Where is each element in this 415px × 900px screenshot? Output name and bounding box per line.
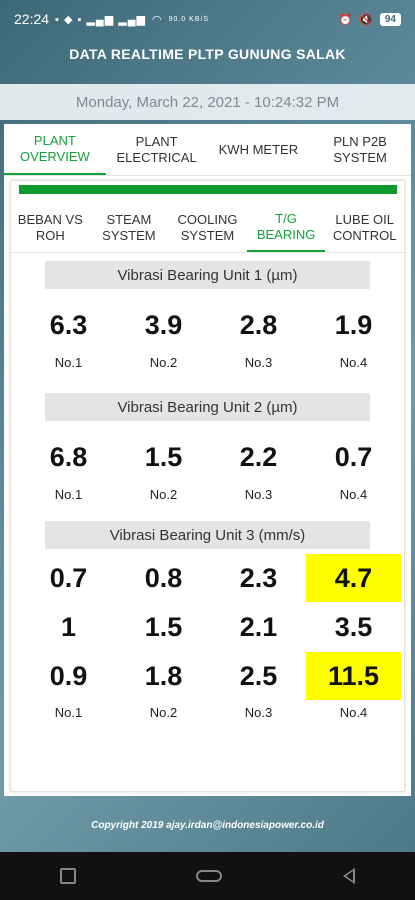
mute-icon: 🔇 — [359, 13, 374, 26]
datetime-text: Monday, March 22, 2021 - 10:24:32 PM — [75, 93, 340, 111]
section-header-unit1: Vibrasi Bearing Unit 1 (µm) — [45, 261, 370, 289]
recent-apps-icon[interactable] — [60, 868, 77, 884]
app-title: DATA REALTIME PLTP GUNUNG SALAK — [69, 46, 346, 62]
back-icon[interactable] — [342, 868, 355, 884]
bearing-label: No.4 — [339, 705, 368, 720]
section-title: Vibrasi Bearing Unit 2 (µm) — [117, 398, 298, 416]
value-cell: 0.8 — [144, 562, 183, 593]
section-header-unit3: Vibrasi Bearing Unit 3 (mm/s) — [45, 521, 370, 549]
bearing-label: No.1 — [54, 487, 83, 502]
main-tab-bar: PLANT OVERVIEW PLANT ELECTRICAL KWH METE… — [4, 124, 411, 176]
subtab-tg-bearing[interactable]: T/G BEARING — [246, 203, 326, 252]
value-cell: 2.3 — [239, 562, 278, 593]
tab-plant-electrical[interactable]: PLANT ELECTRICAL — [106, 124, 208, 175]
wifi-icon: ◠ — [151, 13, 163, 26]
subtab-steam-system[interactable]: STEAM SYSTEM — [90, 203, 169, 252]
label-row-unit3: No.1 No.2 No.3 No.4 — [21, 705, 401, 725]
tab-label: PLANT OVERVIEW — [19, 132, 90, 164]
bearing-label: No.2 — [149, 355, 178, 370]
notification-icons: ▪ ◆ ▪ ▂▄▆ ▂▄▆ — [55, 13, 146, 26]
value-cell: 6.3 — [49, 309, 88, 340]
main-card: PLANT OVERVIEW PLANT ELECTRICAL KWH METE… — [4, 124, 411, 796]
bearing-label: No.2 — [149, 487, 178, 502]
tab-kwh-meter[interactable]: KWH METER — [208, 124, 310, 175]
value-cell: 2.8 — [239, 309, 278, 340]
value-cell: 0.7 — [334, 441, 373, 472]
bearing-label: No.2 — [149, 705, 178, 720]
value-row-unit3-b: 1 1.5 2.1 3.5 — [21, 603, 401, 651]
tab-label: PLN P2B SYSTEM — [333, 133, 387, 165]
section-title: Vibrasi Bearing Unit 1 (µm) — [117, 266, 298, 284]
network-speed: 90.0 KB/S — [168, 15, 210, 23]
value-cell-highlighted: 11.5 — [306, 652, 401, 700]
status-time: 22:24 — [14, 11, 50, 27]
tab-label: KWH METER — [218, 141, 299, 157]
subtab-label: STEAM SYSTEM — [102, 211, 156, 243]
section-title: Vibrasi Bearing Unit 3 (mm/s) — [109, 526, 306, 544]
value-cell: 3.9 — [144, 309, 183, 340]
value-cell: 2.5 — [239, 660, 278, 691]
value-row-unit1: 6.3 3.9 2.8 1.9 — [21, 301, 401, 349]
bearing-label: No.3 — [244, 355, 273, 370]
value-cell: 1.5 — [144, 611, 183, 642]
status-indicator-bar — [19, 185, 397, 194]
system-nav-bar — [0, 852, 415, 900]
subtab-beban-vs-roh[interactable]: BEBAN VS ROH — [11, 203, 90, 252]
tab-pln-p2b-system[interactable]: PLN P2B SYSTEM — [309, 124, 411, 175]
value-cell: 2.1 — [239, 611, 278, 642]
subtab-label: BEBAN VS ROH — [17, 211, 83, 243]
tab-label: PLANT ELECTRICAL — [116, 133, 197, 165]
bearing-label: No.3 — [244, 705, 273, 720]
value-cell: 1.9 — [334, 309, 373, 340]
sub-tab-bar: BEBAN VS ROH STEAM SYSTEM COOLING SYSTEM… — [11, 203, 404, 253]
subtab-label: LUBE OIL CONTROL — [332, 211, 397, 243]
copyright-text: Copyright 2019 ajay.irdan@indonesiapower… — [91, 820, 324, 831]
alarm-icon: ⏰ — [338, 13, 354, 26]
subtab-lube-oil-control[interactable]: LUBE OIL CONTROL — [325, 203, 404, 252]
bearing-label: No.4 — [339, 487, 368, 502]
value-cell-highlighted: 4.7 — [306, 554, 401, 602]
value-cell: 3.5 — [334, 611, 373, 642]
bearing-label: No.1 — [54, 355, 83, 370]
value-row-unit2: 6.8 1.5 2.2 0.7 — [21, 433, 401, 481]
value-row-unit3-a: 0.7 0.8 2.3 4.7 — [21, 554, 401, 602]
value-cell: 1.5 — [144, 441, 183, 472]
bearing-label: No.3 — [244, 487, 273, 502]
value-cell: 0.7 — [49, 562, 88, 593]
label-row-unit2: No.1 No.2 No.3 No.4 — [21, 487, 401, 507]
datetime-bar: Monday, March 22, 2021 - 10:24:32 PM — [0, 84, 415, 120]
section-header-unit2: Vibrasi Bearing Unit 2 (µm) — [45, 393, 370, 421]
bearing-label: No.4 — [339, 355, 368, 370]
status-bar: 22:24 ▪ ◆ ▪ ▂▄▆ ▂▄▆ ◠ 90.0 KB/S ⏰ 🔇 94 — [0, 0, 415, 38]
value-row-unit3-c: 0.9 1.8 2.5 11.5 — [21, 652, 401, 700]
subtab-label: COOLING SYSTEM — [177, 211, 238, 243]
tab-plant-overview[interactable]: PLANT OVERVIEW — [4, 124, 106, 175]
label-row-unit1: No.1 No.2 No.3 No.4 — [21, 355, 401, 375]
value-cell: 0.9 — [49, 660, 88, 691]
value-cell: 6.8 — [49, 441, 88, 472]
value-cell: 1.8 — [144, 660, 183, 691]
value-cell: 2.2 — [239, 441, 278, 472]
battery-icon: 94 — [379, 12, 401, 26]
value-cell: 1 — [60, 611, 77, 642]
content-panel: BEBAN VS ROH STEAM SYSTEM COOLING SYSTEM… — [10, 180, 405, 792]
subtab-cooling-system[interactable]: COOLING SYSTEM — [168, 203, 247, 252]
home-icon[interactable] — [196, 870, 223, 882]
bearing-label: No.1 — [54, 705, 83, 720]
subtab-label: T/G BEARING — [256, 210, 316, 242]
